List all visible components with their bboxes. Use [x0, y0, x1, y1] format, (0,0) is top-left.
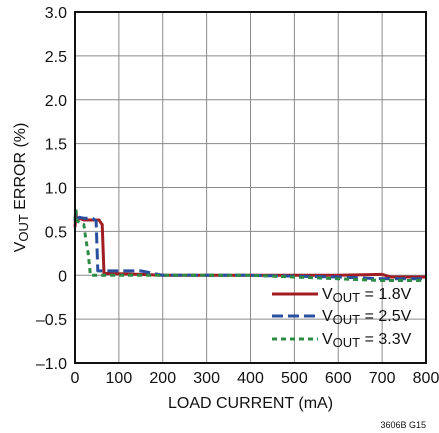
figure-caption: 3606B G15 [380, 420, 426, 430]
legend-item-3p3: VOUT = 3.3V [272, 331, 412, 350]
y-tick-label: 2.0 [45, 93, 67, 110]
subscript-text: OUT [333, 312, 361, 327]
x-tick-label: 0 [71, 370, 80, 387]
y-tick-label: –0.5 [36, 312, 67, 329]
x-tick-label: 600 [325, 370, 352, 387]
x-tick-label: 200 [149, 370, 176, 387]
legend-label-3p3: VOUT = 3.3V [322, 331, 412, 350]
legend-label-2p5: VOUT = 2.5V [322, 308, 412, 327]
y-tick-label: –1.0 [36, 356, 67, 373]
y-tick-label: 3.0 [45, 5, 67, 22]
y-tick-label: 1.0 [45, 181, 67, 198]
series-layer [73, 207, 426, 282]
label-text: = 1.8V [360, 286, 411, 303]
y-tick-label: 2.5 [45, 49, 67, 66]
x-axis-title: LOAD CURRENT (mA) [168, 395, 333, 412]
plot-frame [74, 11, 427, 364]
label-text: V [322, 308, 333, 325]
label-text: = 2.5V [360, 308, 411, 325]
series-line-3p3 [73, 207, 426, 282]
legend-label-1p8: VOUT = 1.8V [322, 286, 412, 305]
x-tick-label: 500 [281, 370, 308, 387]
x-tick-label: 100 [106, 370, 133, 387]
x-tick-label: 700 [369, 370, 396, 387]
y-axis-title: VOUT ERROR (%) [12, 123, 31, 253]
label-text: V [12, 241, 29, 252]
series-line-2p5 [73, 210, 426, 281]
subscript-text: OUT [16, 214, 31, 242]
legend-item-2p5: VOUT = 2.5V [272, 308, 412, 327]
y-tick-label: 0 [58, 268, 67, 285]
label-text: V [322, 286, 333, 303]
label-text: = 3.3V [360, 331, 411, 348]
x-tick-label: 300 [193, 370, 220, 387]
subscript-text: OUT [333, 335, 361, 350]
label-text: ERROR (%) [12, 123, 29, 215]
subscript-text: OUT [333, 290, 361, 305]
legend-item-1p8: VOUT = 1.8V [272, 286, 412, 305]
y-tick-label: 0.5 [45, 224, 67, 241]
tick-labels: 0 100 200 300 400 500 600 700 800 3.0 2.5 2.0 1.5 1.0… [36, 5, 439, 387]
label-text: V [322, 331, 333, 348]
x-tick-label: 800 [413, 370, 439, 387]
y-tick-label: 1.5 [45, 137, 67, 154]
x-tick-label: 400 [237, 370, 264, 387]
